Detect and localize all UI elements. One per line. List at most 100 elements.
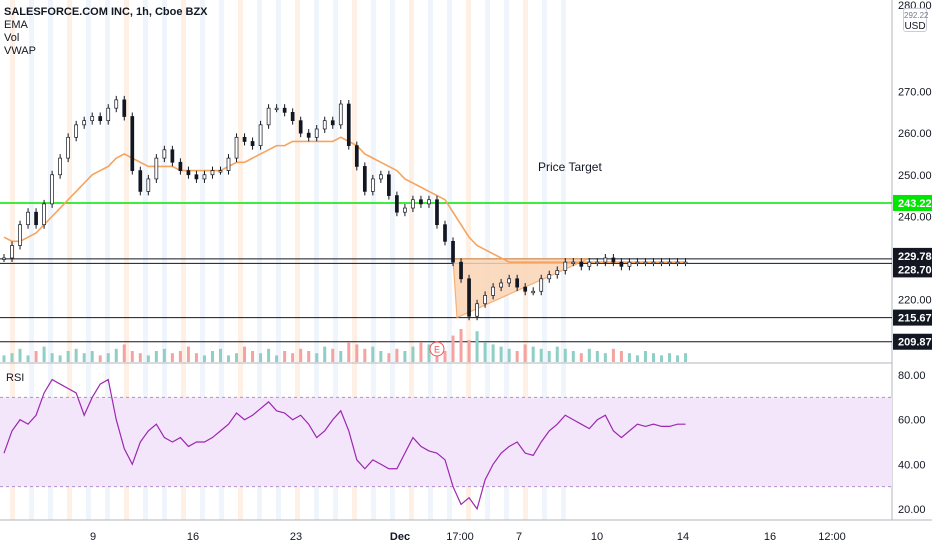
volume-bar (651, 353, 655, 362)
candle-body (130, 116, 135, 171)
candle-body (659, 261, 664, 264)
volume-bar (267, 348, 271, 362)
volume-bar (106, 353, 110, 362)
volume-bar (635, 355, 639, 362)
candle-body (146, 178, 151, 192)
candle-body (98, 116, 103, 122)
volume-bar (491, 344, 495, 362)
candle-body (483, 295, 487, 305)
volume-bar (355, 344, 359, 362)
price-series: E Price Target (2, 95, 688, 357)
candle-body (186, 170, 191, 176)
volume-bar (619, 351, 623, 362)
candle-body (210, 170, 215, 176)
candle-body (58, 157, 62, 176)
candle-body (18, 224, 22, 246)
candle-body (322, 120, 327, 130)
volume-bar (643, 351, 647, 362)
volume-bar (10, 353, 14, 362)
session-band (409, 0, 414, 520)
session-band (48, 0, 53, 520)
session-band (371, 0, 376, 520)
session-band (295, 0, 300, 520)
candle-body (362, 166, 367, 192)
candle-body (290, 111, 295, 122)
volume-bar (595, 351, 599, 362)
price-tag-label: 215.67 (898, 313, 932, 325)
volume-bar (339, 351, 343, 362)
time-tick-label: 7 (516, 531, 522, 543)
volume-bar (98, 355, 102, 362)
candle-body (579, 261, 584, 267)
rsi-tick-label: 60.00 (898, 415, 926, 427)
volume-bar (138, 353, 142, 362)
rsi-legend[interactable]: RSI (6, 372, 25, 384)
session-band (352, 0, 357, 520)
candle-body (138, 170, 143, 192)
volume-bar (676, 355, 680, 362)
volume-bar (66, 351, 70, 362)
volume-bar (603, 353, 607, 362)
volume-bar (194, 353, 198, 362)
candle-body (595, 261, 600, 264)
candle-body (34, 211, 38, 226)
candle-body (10, 245, 14, 259)
price-tick-label: 250.00 (898, 170, 932, 182)
candle-body (266, 107, 271, 126)
volume-bar (218, 348, 222, 362)
time-tick-label: 9 (90, 531, 96, 543)
volume-bar (467, 340, 471, 362)
volume-bar (243, 346, 247, 362)
volume-bar (122, 344, 126, 362)
candle-body (346, 103, 351, 146)
candle-body (635, 261, 640, 264)
candle-body (603, 257, 608, 263)
candle-body (571, 261, 576, 264)
candle-body (50, 174, 54, 205)
candle-body (82, 120, 87, 126)
currency-button[interactable]: 292.22 USD (903, 8, 929, 32)
volume-bar (114, 348, 118, 362)
currency-top-value: 292.22 (904, 11, 929, 20)
candle-body (258, 124, 263, 146)
volume-bar (531, 346, 535, 362)
candle-body (26, 211, 30, 226)
price-tag (893, 194, 932, 211)
legend-vol[interactable]: Vol (4, 32, 20, 44)
candle-body (194, 174, 199, 180)
candle-body (475, 303, 479, 317)
candle-body (330, 120, 335, 126)
time-tick-label: 16 (187, 531, 199, 543)
time-tick-label: 16 (764, 531, 776, 543)
volume-bar (210, 351, 214, 362)
earnings-marker-label: E (434, 345, 440, 355)
candle-body (74, 124, 79, 138)
price-tick-label: 270.00 (898, 87, 932, 99)
volume-bar (315, 353, 319, 362)
session-band (428, 0, 433, 520)
session-band (29, 0, 34, 520)
volume-bar (18, 348, 22, 362)
session-band (124, 0, 129, 520)
price-tick-label: 260.00 (898, 128, 932, 140)
candle-body (451, 240, 455, 263)
candle-body (435, 199, 439, 226)
volume-bar (475, 331, 479, 362)
volume-bar (555, 346, 559, 362)
legend-ema[interactable]: EMA (4, 19, 28, 31)
session-band (86, 0, 91, 520)
rsi-tick-label: 20.00 (898, 504, 926, 516)
candle-body (499, 282, 503, 288)
symbol-title[interactable]: SALESFORCE.COM INC, 1h, Cboe BZX (4, 6, 208, 18)
volume-bar (668, 353, 672, 362)
volume-bar (403, 351, 407, 362)
candle-body (90, 116, 95, 122)
volume-bar (523, 344, 527, 362)
candle-body (122, 99, 127, 117)
session-band (333, 0, 338, 520)
price-tick-label: 220.00 (898, 295, 932, 307)
legend-vwap[interactable]: VWAP (4, 45, 36, 57)
volume-bar (34, 351, 38, 362)
